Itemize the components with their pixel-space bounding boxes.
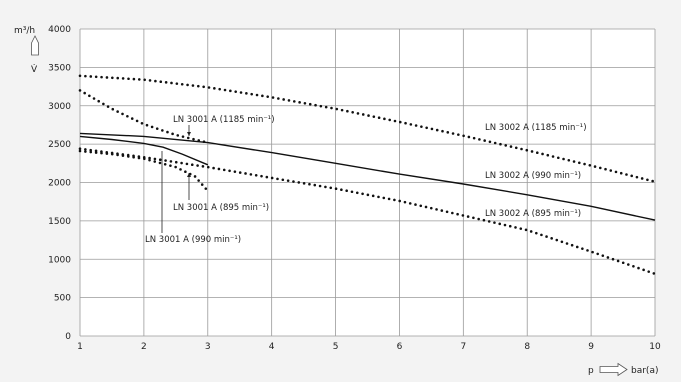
y-tick-label: 0: [65, 332, 71, 342]
x-axis-symbol: p: [588, 366, 594, 376]
y-tick-label: 2000: [48, 179, 71, 189]
y-tick-label: 2500: [48, 140, 71, 150]
x-tick-label: 2: [141, 342, 147, 352]
x-tick-label: 8: [524, 342, 530, 352]
series-label-3: LN 3001 A (1185 min⁻¹): [173, 115, 275, 125]
y-tick-label: 4000: [48, 25, 71, 35]
x-axis-unit: bar(a): [631, 366, 658, 376]
series-label-5: LN 3001 A (895 min⁻¹): [173, 203, 269, 213]
y-axis-unit: m³/h: [14, 26, 35, 36]
x-tick-label: 6: [397, 342, 403, 352]
series-label-4: LN 3001 A (990 min⁻¹): [145, 235, 241, 245]
y-axis-symbol: V̇: [31, 63, 38, 75]
x-tick-label: 7: [460, 342, 466, 352]
x-tick-label: 3: [205, 342, 211, 352]
y-tick-label: 3500: [48, 63, 71, 73]
x-tick-label: 9: [588, 342, 594, 352]
x-tick-label: 1: [77, 342, 83, 352]
y-tick-label: 1500: [48, 217, 71, 227]
y-tick-label: 3000: [48, 102, 71, 112]
x-tick-label: 4: [269, 342, 275, 352]
series-label-2: LN 3002 A (895 min⁻¹): [485, 209, 581, 219]
y-tick-label: 500: [54, 294, 71, 304]
series-label-1: LN 3002 A (990 min⁻¹): [485, 171, 581, 181]
y-tick-label: 1000: [48, 255, 71, 265]
x-tick-label: 10: [649, 342, 661, 352]
series-label-0: LN 3002 A (1185 min⁻¹): [485, 123, 587, 133]
x-tick-label: 5: [333, 342, 339, 352]
